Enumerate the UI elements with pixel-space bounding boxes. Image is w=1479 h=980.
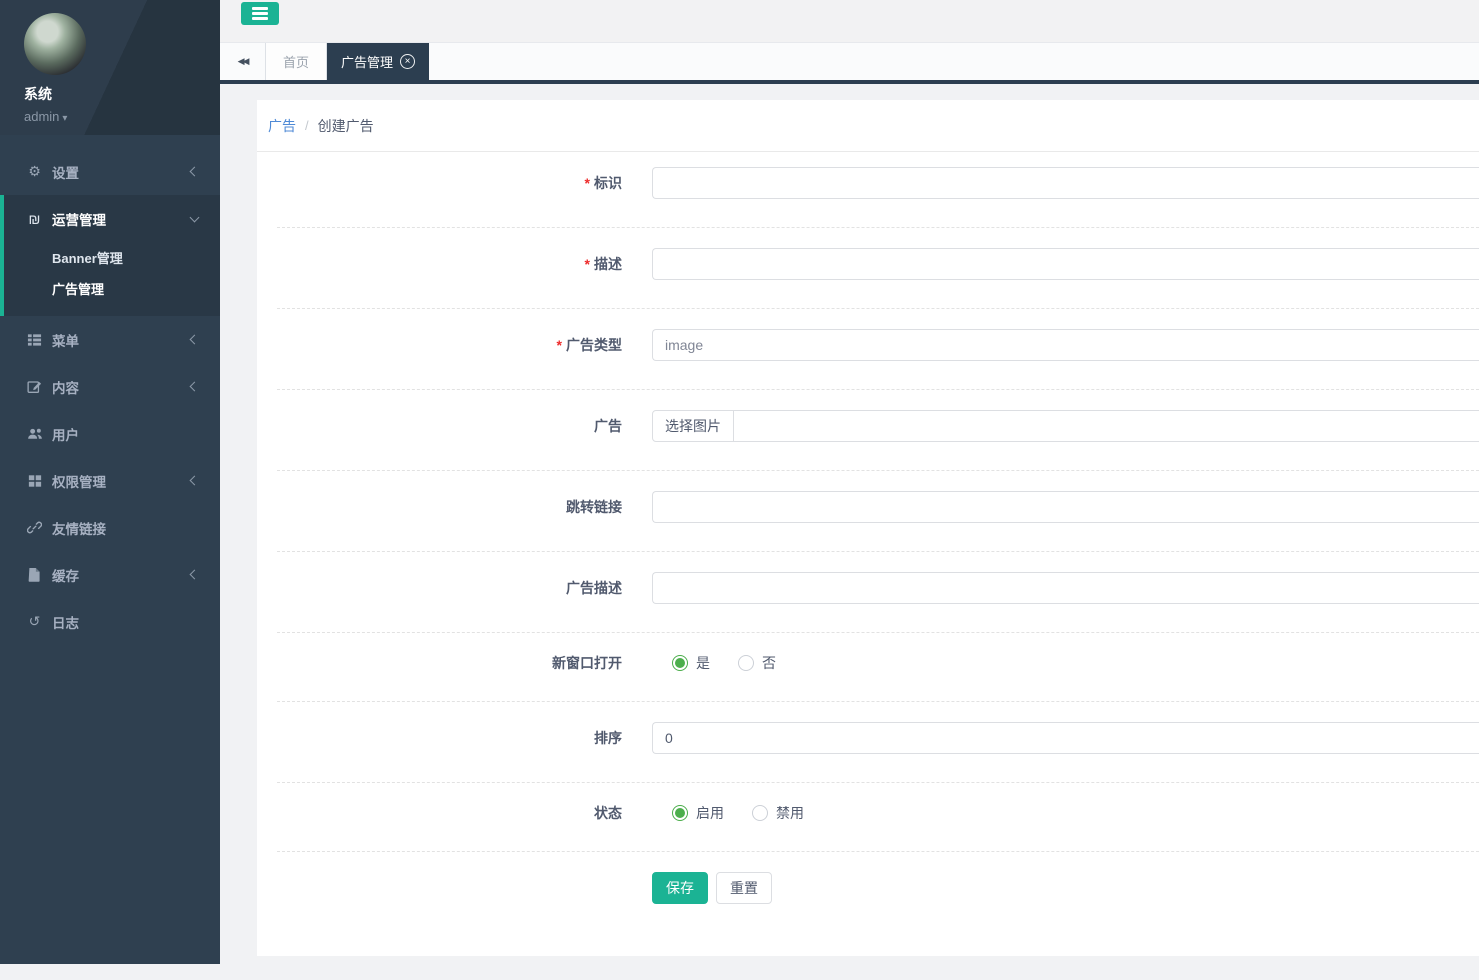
sidebar-item-users[interactable]: 用户 — [0, 410, 220, 457]
form-row-status: 状态 启用 禁用 — [277, 783, 1479, 852]
sidebar-item-friendly-links[interactable]: 友情链接 — [0, 504, 220, 551]
sidebar-nav: ⚙ 设置 ₪ 运营管理 Banner管理 广告管理 菜单 — [0, 135, 220, 645]
panel-header: 广告 / 创建广告 — [257, 100, 1479, 152]
breadcrumb-link-ads[interactable]: 广告 — [268, 117, 296, 134]
create-ad-form: *标识 *描述 *广告类型 广告 选择图片 — [257, 152, 1479, 932]
gears-icon: ⚙ — [28, 163, 41, 179]
select-image-button[interactable]: 选择图片 — [652, 410, 734, 442]
sidebar-item-menu[interactable]: 菜单 — [0, 316, 220, 363]
form-row-sort: 排序 — [277, 702, 1479, 783]
required-mark: * — [584, 175, 590, 191]
shekel-icon: ₪ — [28, 210, 41, 227]
form-row-new-window: 新窗口打开 是 否 — [277, 633, 1479, 702]
form-row-description: * 描述 — [277, 228, 1479, 309]
form-row-identifier: * 标识 — [277, 152, 1479, 228]
profile-name: 系统 — [24, 86, 52, 102]
form-row-ad-type: * 广告类型 — [277, 309, 1479, 390]
required-mark: * — [584, 256, 590, 272]
avatar — [24, 13, 86, 75]
sidebar-item-permissions[interactable]: 权限管理 — [0, 457, 220, 504]
radio-selected-icon — [672, 805, 688, 821]
reset-button[interactable]: 重置 — [716, 872, 772, 904]
tab-bar: ◀◀ 首页 广告管理 × — [220, 42, 1479, 84]
file-icon — [25, 567, 44, 582]
chevron-left-icon — [189, 381, 200, 392]
sidebar-item-operations[interactable]: ₪ 运营管理 — [4, 195, 220, 242]
link-icon — [25, 520, 44, 535]
form-row-ad-description: 广告描述 — [277, 552, 1479, 633]
sidebar-item-content[interactable]: 内容 — [0, 363, 220, 410]
form-row-jump-link: 跳转链接 — [277, 471, 1479, 552]
identifier-input[interactable] — [652, 167, 1479, 199]
ad-image-input[interactable] — [734, 410, 1479, 442]
sort-input[interactable] — [652, 722, 1479, 754]
radio-enabled[interactable]: 启用 — [672, 803, 724, 823]
ad-type-select[interactable] — [652, 329, 1479, 361]
chevron-left-icon — [189, 334, 200, 345]
history-icon: ↺ — [28, 613, 41, 629]
chevron-left-icon — [189, 569, 200, 580]
th-large-icon — [25, 474, 44, 488]
new-window-radio-group: 是 否 — [672, 653, 776, 673]
double-arrow-left-icon: ◀◀ — [237, 56, 250, 66]
profile-role-dropdown[interactable]: admin ▾ — [24, 109, 68, 124]
sidebar-item-cache[interactable]: 缓存 — [0, 551, 220, 598]
th-list-icon — [25, 332, 44, 347]
tab-close-icon[interactable]: × — [400, 54, 416, 69]
radio-selected-icon — [672, 655, 688, 671]
top-navbar — [220, 0, 1479, 42]
description-input[interactable] — [652, 248, 1479, 280]
required-mark: * — [556, 337, 562, 353]
status-radio-group: 启用 禁用 — [672, 803, 804, 823]
caret-down-icon: ▾ — [62, 113, 68, 124]
radio-unselected-icon — [752, 805, 768, 821]
content-area: 广告 / 创建广告 *标识 *描述 *广告类型 广告 — [220, 100, 1479, 980]
breadcrumb-separator: / — [305, 118, 309, 133]
save-button[interactable]: 保存 — [652, 872, 708, 904]
collapse-tabs-button[interactable]: ◀◀ — [220, 43, 265, 80]
jump-link-input[interactable] — [652, 491, 1479, 523]
users-icon — [25, 426, 44, 441]
edit-icon — [25, 379, 44, 394]
chevron-left-icon — [189, 166, 200, 177]
tab-ad-management[interactable]: 广告管理 × — [327, 43, 430, 80]
breadcrumb-current: 创建广告 — [317, 117, 374, 134]
radio-no[interactable]: 否 — [738, 653, 776, 673]
chevron-down-icon — [189, 212, 200, 222]
radio-disabled[interactable]: 禁用 — [752, 803, 804, 823]
hamburger-icon — [252, 7, 268, 10]
form-panel: 广告 / 创建广告 *标识 *描述 *广告类型 广告 — [257, 100, 1479, 956]
sidebar-item-banner-management[interactable]: Banner管理 — [52, 251, 123, 266]
sidebar-toggle-button[interactable] — [241, 2, 279, 25]
tab-home[interactable]: 首页 — [265, 43, 328, 80]
sidebar-group-operations: ₪ 运营管理 Banner管理 广告管理 — [0, 195, 220, 316]
form-row-actions: 保存 重置 — [277, 852, 1479, 932]
sidebar: 系统 admin ▾ ⚙ 设置 ₪ 运营管理 Banner管理 广告管理 — [0, 0, 220, 964]
form-row-ad-image: 广告 选择图片 — [277, 390, 1479, 471]
radio-yes[interactable]: 是 — [672, 653, 710, 673]
main-area: ◀◀ 首页 广告管理 × 广告 / 创建广告 * 标识 * 描述 — [220, 0, 1479, 980]
chevron-left-icon — [189, 475, 200, 486]
ad-description-input[interactable] — [652, 572, 1479, 604]
sidebar-item-settings[interactable]: ⚙ 设置 — [0, 148, 220, 195]
profile-section: 系统 admin ▾ — [0, 0, 220, 135]
radio-unselected-icon — [738, 655, 754, 671]
sidebar-item-ad-management[interactable]: 广告管理 — [52, 282, 105, 297]
sidebar-item-logs[interactable]: ↺ 日志 — [0, 598, 220, 645]
